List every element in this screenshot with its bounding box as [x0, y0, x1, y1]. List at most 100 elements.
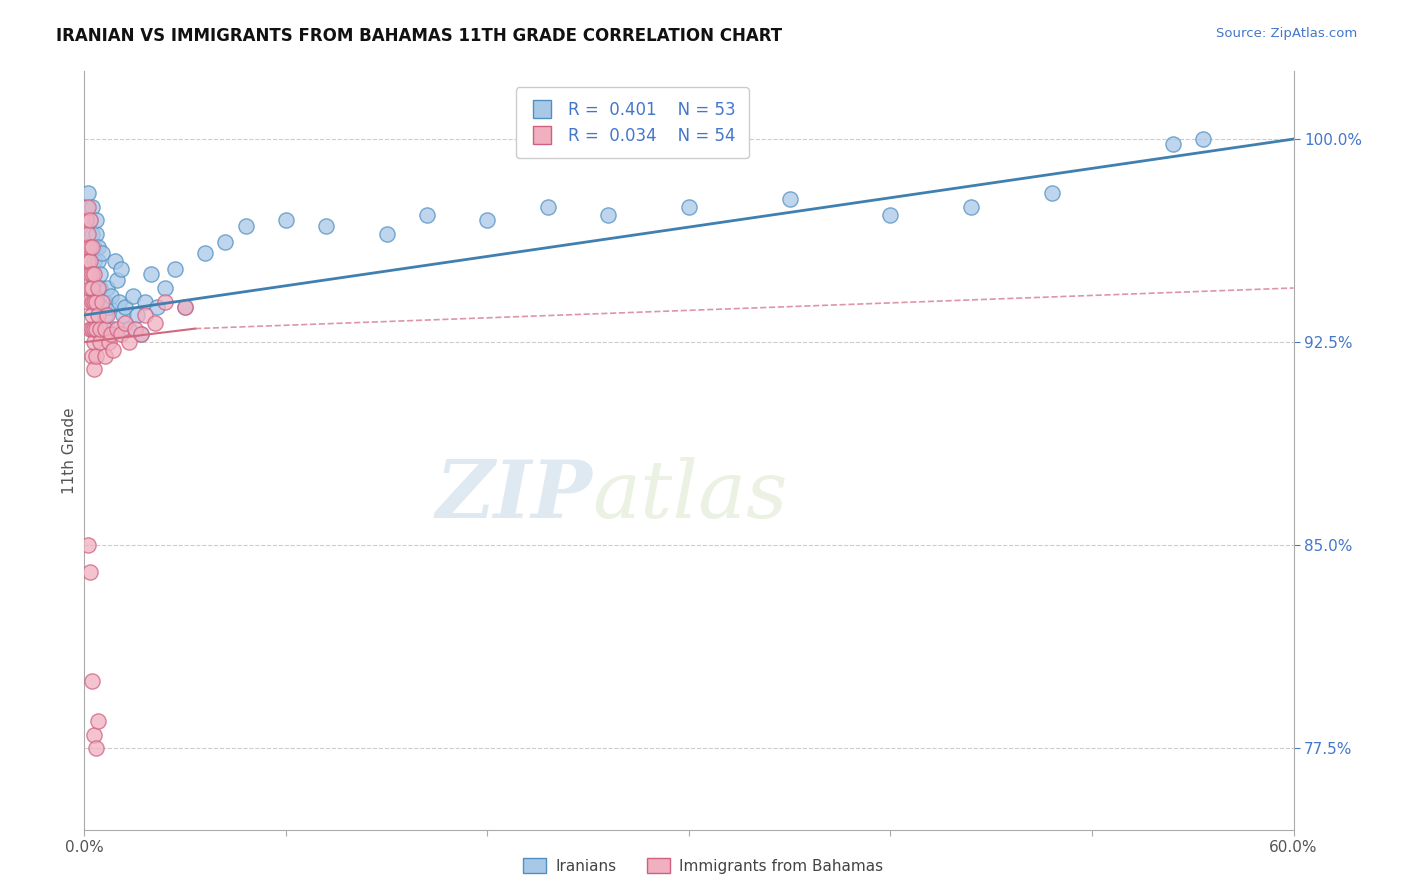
Point: [153, 281, 176, 295]
Point: [165, 262, 187, 277]
Point: [100, 326, 122, 341]
Point: [86, 321, 108, 335]
Point: [214, 235, 236, 249]
Point: [86, 349, 108, 363]
Point: [79, 240, 101, 254]
Text: atlas: atlas: [592, 458, 787, 534]
Point: [87, 714, 110, 729]
Point: [79, 213, 101, 227]
Point: [75, 213, 97, 227]
Point: [77, 186, 100, 201]
Point: [121, 289, 143, 303]
Point: [779, 192, 801, 206]
Point: [89, 335, 111, 350]
Point: [83, 268, 105, 282]
Point: [118, 321, 141, 335]
Point: [75, 240, 97, 254]
Point: [118, 335, 141, 350]
Point: [82, 240, 104, 254]
Point: [89, 281, 111, 295]
Point: [89, 268, 111, 282]
Legend: R =  0.401    N = 53, R =  0.034    N = 54: R = 0.401 N = 53, R = 0.034 N = 54: [516, 87, 748, 158]
Text: Source: ZipAtlas.com: Source: ZipAtlas.com: [1216, 27, 1357, 40]
Point: [82, 281, 104, 295]
Point: [105, 273, 128, 287]
Point: [83, 321, 105, 335]
Point: [114, 316, 136, 330]
Point: [87, 281, 110, 295]
Point: [194, 245, 217, 260]
Legend: Iranians, Immigrants from Bahamas: Iranians, Immigrants from Bahamas: [517, 852, 889, 880]
Point: [537, 200, 560, 214]
Point: [134, 308, 156, 322]
Point: [82, 673, 104, 688]
Point: [77, 538, 100, 552]
Point: [86, 741, 108, 756]
Point: [1040, 186, 1063, 201]
Point: [77, 200, 100, 214]
Point: [678, 200, 700, 214]
Point: [93, 349, 115, 363]
Point: [134, 294, 156, 309]
Point: [83, 362, 105, 376]
Point: [79, 253, 101, 268]
Point: [79, 213, 101, 227]
Point: [146, 300, 169, 314]
Point: [82, 308, 104, 322]
Point: [77, 227, 100, 241]
Point: [93, 308, 115, 322]
Point: [1161, 137, 1184, 152]
Point: [75, 200, 97, 214]
Text: ZIP: ZIP: [436, 458, 592, 534]
Point: [101, 321, 124, 335]
Point: [110, 326, 132, 341]
Point: [82, 200, 104, 214]
Point: [83, 240, 105, 254]
Point: [83, 294, 105, 309]
Point: [104, 253, 127, 268]
Point: [375, 227, 398, 241]
Point: [82, 268, 104, 282]
Point: [82, 294, 104, 309]
Point: [83, 728, 105, 742]
Point: [129, 326, 152, 341]
Point: [124, 321, 146, 335]
Point: [107, 294, 129, 309]
Point: [111, 308, 134, 322]
Point: [960, 200, 983, 214]
Point: [82, 227, 104, 241]
Point: [174, 300, 197, 314]
Point: [97, 335, 120, 350]
Point: [77, 294, 100, 309]
Point: [82, 349, 104, 363]
Point: [79, 281, 101, 295]
Point: [129, 326, 152, 341]
Point: [86, 213, 108, 227]
Point: [477, 213, 499, 227]
Point: [82, 321, 104, 335]
Point: [83, 253, 105, 268]
Point: [87, 308, 110, 322]
Point: [598, 208, 620, 222]
Point: [96, 281, 118, 295]
Text: IRANIAN VS IMMIGRANTS FROM BAHAMAS 11TH GRADE CORRELATION CHART: IRANIAN VS IMMIGRANTS FROM BAHAMAS 11TH …: [56, 27, 782, 45]
Point: [125, 308, 148, 322]
Point: [139, 268, 162, 282]
Point: [114, 300, 136, 314]
Point: [315, 219, 337, 233]
Point: [143, 316, 166, 330]
Point: [274, 213, 297, 227]
Point: [86, 294, 108, 309]
Point: [100, 289, 122, 303]
Point: [879, 208, 901, 222]
Point: [91, 294, 114, 309]
Point: [87, 240, 110, 254]
Point: [97, 300, 120, 314]
Point: [174, 300, 197, 314]
Point: [105, 321, 128, 335]
Point: [91, 245, 114, 260]
Point: [93, 294, 115, 309]
Point: [235, 219, 257, 233]
Point: [87, 253, 110, 268]
Point: [89, 321, 111, 335]
